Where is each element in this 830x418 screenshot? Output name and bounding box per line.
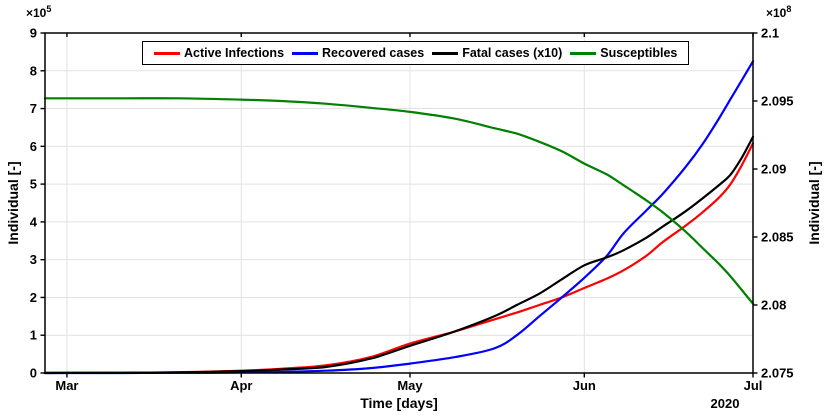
- legend-item-recovered-cases: Recovered cases: [292, 46, 424, 60]
- legend-label: Fatal cases (x10): [462, 46, 563, 60]
- legend: Active Infections Recovered cases Fatal ca…: [142, 41, 690, 65]
- x-axis-title: Time [days]: [360, 395, 438, 411]
- y-left-tick-label: 8: [30, 63, 37, 78]
- series-line-fatal-cases-x10: [43, 135, 755, 375]
- y-right-tick-label: 2.075: [761, 366, 794, 381]
- y-left-tick-label: 7: [30, 101, 37, 116]
- plot-box: [44, 32, 754, 374]
- y-right-tick-label: 2.095: [761, 94, 794, 109]
- x-axis-year-label: 2020: [710, 396, 740, 411]
- legend-label: Active Infections: [184, 46, 285, 60]
- y-right-tick-label: 2.08: [761, 298, 786, 313]
- legend-item-fatal-cases-x10: Fatal cases (x10): [432, 46, 562, 60]
- series-line-recovered-cases: [43, 60, 755, 375]
- legend-swatch: [154, 51, 180, 55]
- y-left-tick-label: 1: [30, 328, 37, 343]
- legend-swatch: [570, 51, 597, 55]
- y-left-tick-label: 3: [30, 252, 37, 267]
- y-left-tick-label: 5: [30, 177, 37, 192]
- x-tick-label: May: [397, 378, 423, 393]
- legend-item-active-infections: Active Infections: [154, 46, 284, 60]
- y-right-tick-label: 2.1: [761, 26, 779, 41]
- y-left-tick-label: 2: [30, 290, 37, 305]
- legend-item-susceptibles: Susceptibles: [570, 46, 677, 60]
- legend-label: Susceptibles: [600, 46, 678, 60]
- left-axis-title: Individual [-]: [5, 161, 21, 245]
- legend-swatch: [292, 51, 319, 55]
- legend-swatch: [432, 51, 459, 55]
- right-axis-exponent: ×108: [766, 4, 792, 20]
- left-axis-exponent: ×105: [26, 4, 52, 20]
- right-axis-title: Individual [-]: [806, 161, 822, 245]
- x-tick-label: Jul: [744, 378, 763, 393]
- legend-label: Recovered cases: [322, 46, 425, 60]
- series-line-susceptibles: [43, 97, 755, 305]
- x-tick-label: Jun: [573, 378, 596, 393]
- y-left-tick-label: 9: [30, 26, 37, 41]
- y-left-tick-label: 0: [30, 366, 37, 381]
- y-right-tick-label: 2.085: [761, 230, 794, 245]
- y-right-tick-label: 2.09: [761, 162, 786, 177]
- series-line-active-infections: [43, 142, 755, 374]
- y-left-tick-label: 4: [30, 214, 38, 229]
- y-left-tick-label: 6: [30, 139, 37, 154]
- x-tick-label: Mar: [55, 378, 78, 393]
- x-tick-label: Apr: [230, 378, 252, 393]
